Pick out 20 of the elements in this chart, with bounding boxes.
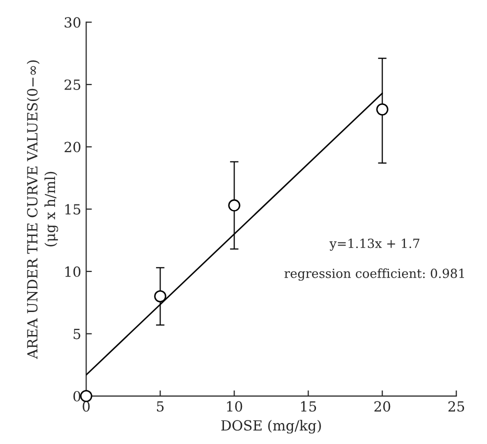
y-axis-title: AREA UNDER THE CURVE VALUES(0−∞) (μg x h/ml) [26,60,58,360]
point [80,390,92,402]
y-tick-label: 15 [65,204,80,215]
x-tick-label: 5 [156,401,164,412]
y-tick-label: 10 [65,266,80,277]
annotation: regression coefficient: 0.981 [284,268,464,281]
y-tick-label: 25 [64,79,80,90]
x-tick-label: 25 [448,401,464,412]
point [376,103,388,116]
point [154,290,166,302]
annotation: y=1.13x + 1.7 [329,238,420,251]
x-tick-label: 10 [227,401,242,412]
x-tick-label: 15 [301,401,316,412]
y-tick-label: 20 [64,142,80,152]
y-tick-label: 30 [64,17,80,28]
x-tick-label: 20 [374,401,390,412]
point [228,199,240,212]
y-tick-label: 5 [74,328,80,340]
y-tick-label: 0 [73,391,80,402]
x-axis-title: DOSE (mg/kg) [221,420,321,434]
